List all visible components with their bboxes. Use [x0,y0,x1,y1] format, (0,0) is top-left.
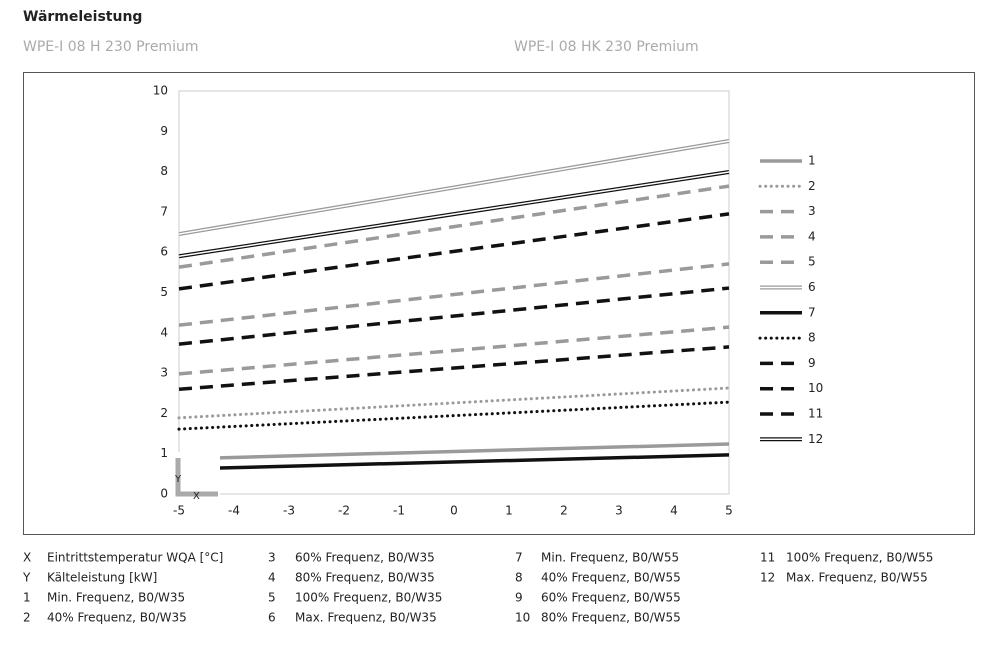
model: WPE-I 08 H 230 Premium [23,39,198,55]
note-key: 8 [515,571,523,585]
y-tick-label: 7 [160,204,168,218]
y-tick-label: 10 [153,84,168,98]
note-key: 2 [23,611,31,625]
frame [23,72,975,535]
axis-icon-y: Y [174,474,182,485]
legend-label: 12 [808,432,823,446]
x-tick-label: -2 [338,504,350,518]
x-tick-label: 5 [725,504,733,518]
series-line [178,286,730,346]
x-tick-label: 2 [560,504,568,518]
y-tick-label: 2 [160,406,168,420]
note-text: 60% Frequenz, B0/W55 [541,591,681,605]
axis-icon [175,458,218,497]
legend-label: 4 [808,229,816,243]
legend-label: 9 [808,356,816,370]
note-text: Max. Frequenz, B0/W35 [295,611,437,625]
note-text: 60% Frequenz, B0/W35 [295,551,435,565]
y-tick-label: 6 [160,245,168,259]
lines [177,139,731,471]
note-text: 40% Frequenz, B0/W55 [541,571,681,585]
notes: X Eintrittstemperatur WQA [°C] Y Kälteleist… [22,551,933,625]
series-line [177,400,731,431]
note-text: Max. Frequenz, B0/W55 [786,571,928,585]
series-line [177,386,731,420]
note-key: 12 [760,571,775,585]
x-tick-label: -5 [173,504,185,518]
note-text: 80% Frequenz, B0/W55 [541,611,681,625]
y-tick-label: 5 [160,285,168,299]
model: WPE-I 08 HK 230 Premium [514,39,699,55]
note-key: 5 [268,591,276,605]
series-line-core [178,171,730,257]
note-text: Min. Frequenz, B0/W55 [541,551,679,565]
note-key: 7 [515,551,523,565]
legend-label: 10 [808,381,823,395]
note-text: Eintrittstemperatur WQA [°C] [47,551,223,565]
x-tick-label: 4 [670,504,678,518]
legend-label: 8 [808,331,816,345]
note-key: 3 [268,551,276,565]
axis-icon-x: X [193,491,200,502]
series-line [178,453,730,471]
series-line-core [178,140,730,235]
series-line [178,325,730,376]
y-tick-label: 3 [160,366,168,380]
note-text: Kälteleistung [kW] [47,571,157,585]
note-key: 1 [23,591,31,605]
legend-label: 2 [808,179,816,193]
y-tick-label: 8 [160,164,168,178]
note-text: Min. Frequenz, B0/W35 [47,591,185,605]
note-key: 6 [268,611,276,625]
y-tick-label: 0 [160,487,168,501]
note-key: X [23,551,31,565]
legend-label: 7 [808,305,816,319]
series-line [178,184,730,269]
x-tick-label: 1 [505,504,513,518]
note-key: 9 [515,591,523,605]
y-tick-label: 1 [160,446,168,460]
legend-label: 11 [808,407,823,421]
note-key: 4 [268,571,276,585]
x-tick-label: 3 [615,504,623,518]
note-key: Y [22,571,31,585]
x-tick-label: 0 [450,504,458,518]
legend-label: 1 [808,154,816,168]
y-tick-label: 9 [160,124,168,138]
title: Wärmeleistung [23,9,142,25]
axes: 0 1 2 3 4 5 6 7 8 9 10 -5 -4 -3 -2 -1 0 1 2 3 4 5 [153,84,733,518]
legend-label: 6 [808,280,816,294]
legend-label: 5 [808,255,816,269]
series-line [178,345,730,391]
legend-label: 3 [808,204,816,218]
x-tick-label: -3 [283,504,295,518]
series-line [178,212,730,291]
y-tick-label: 4 [160,325,168,339]
x-tick-label: -1 [393,504,405,518]
x-tick-label: -4 [228,504,240,518]
note-text: 100% Frequenz, B0/W35 [295,591,442,605]
note-key: 10 [515,611,530,625]
note-text: 80% Frequenz, B0/W35 [295,571,435,585]
plot-area [178,90,730,495]
note-text: 100% Frequenz, B0/W55 [786,551,933,565]
series-line [178,442,730,461]
series-line [178,262,730,327]
note-key: 11 [760,551,775,565]
note-text: 40% Frequenz, B0/W35 [47,611,187,625]
